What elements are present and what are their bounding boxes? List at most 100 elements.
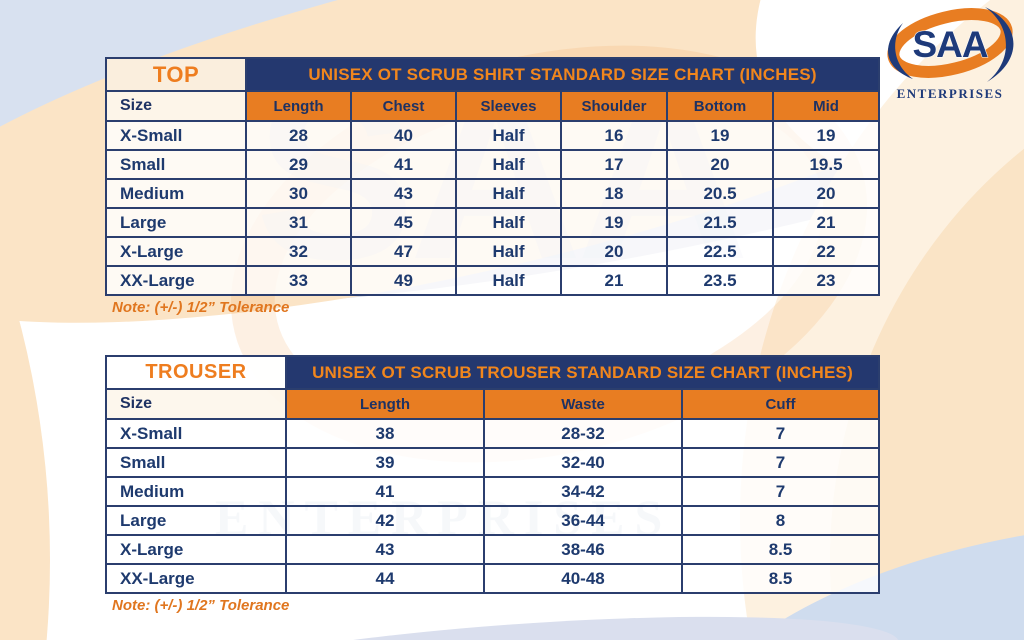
company-logo: SAA ENTERPRISES xyxy=(880,5,1020,102)
value-cell: 34-42 xyxy=(483,476,683,507)
value-cell: 36-44 xyxy=(483,505,683,536)
size-cell: X-Large xyxy=(105,534,287,565)
value-cell: 19 xyxy=(560,207,668,238)
value-cell: 40-48 xyxy=(483,563,683,594)
value-cell: 41 xyxy=(285,476,485,507)
shirt-size-column-header: Size xyxy=(105,90,247,122)
table-row: X-Large 43 38-46 8.5 xyxy=(105,534,881,565)
value-cell: 7 xyxy=(680,418,881,449)
value-cell: 22.5 xyxy=(666,236,774,267)
value-cell: Half xyxy=(455,149,562,180)
size-cell: X-Small xyxy=(105,418,287,449)
value-cell: 23 xyxy=(772,265,880,296)
trouser-table-label: TROUSER xyxy=(105,355,287,390)
table-row: XX-Large 44 40-48 8.5 xyxy=(105,563,881,594)
shirt-tolerance-note: Note: (+/-) 1/2” Tolerance xyxy=(112,299,290,316)
logo-enterprises-text: ENTERPRISES xyxy=(896,86,1004,101)
size-cell: XX-Large xyxy=(105,563,287,594)
table-row: Large 31 45 Half 19 21.5 21 xyxy=(105,207,880,238)
value-cell: 19 xyxy=(772,120,880,151)
table-row: Small 39 32-40 7 xyxy=(105,447,881,478)
value-cell: 31 xyxy=(245,207,352,238)
value-cell: 45 xyxy=(350,207,457,238)
shirt-table-title: UNISEX OT SCRUB SHIRT STANDARD SIZE CHAR… xyxy=(245,57,880,92)
value-cell: 30 xyxy=(245,178,352,209)
value-cell: 20 xyxy=(666,149,774,180)
background-swoosh-peach-left xyxy=(0,0,50,640)
column-header: Bottom xyxy=(666,90,774,122)
trouser-table-title: UNISEX OT SCRUB TROUSER STANDARD SIZE CH… xyxy=(284,355,881,390)
value-cell: 32-40 xyxy=(483,447,683,478)
value-cell: 22 xyxy=(772,236,880,267)
value-cell: 28 xyxy=(245,120,352,151)
value-cell: 33 xyxy=(245,265,352,296)
column-header: Cuff xyxy=(680,388,881,420)
table-row: Medium 30 43 Half 18 20.5 20 xyxy=(105,178,880,209)
size-cell: Small xyxy=(105,447,287,478)
value-cell: Half xyxy=(455,207,562,238)
value-cell: 28-32 xyxy=(483,418,683,449)
table-row: Small 29 41 Half 17 20 19.5 xyxy=(105,149,880,180)
size-cell: Large xyxy=(105,207,247,238)
value-cell: 20 xyxy=(560,236,668,267)
value-cell: 38 xyxy=(285,418,485,449)
size-cell: XX-Large xyxy=(105,265,247,296)
value-cell: 21 xyxy=(560,265,668,296)
value-cell: 49 xyxy=(350,265,457,296)
shirt-table-label: TOP xyxy=(105,57,247,92)
value-cell: 40 xyxy=(350,120,457,151)
value-cell: 47 xyxy=(350,236,457,267)
column-header: Shoulder xyxy=(560,90,668,122)
table-row: X-Small 28 40 Half 16 19 19 xyxy=(105,120,880,151)
value-cell: 23.5 xyxy=(666,265,774,296)
value-cell: 8.5 xyxy=(680,534,881,565)
value-cell: Half xyxy=(455,265,562,296)
value-cell: 39 xyxy=(285,447,485,478)
value-cell: Half xyxy=(455,236,562,267)
value-cell: Half xyxy=(455,178,562,209)
table-row: Medium 41 34-42 7 xyxy=(105,476,881,507)
value-cell: 7 xyxy=(680,476,881,507)
value-cell: 41 xyxy=(350,149,457,180)
table-row: XX-Large 33 49 Half 21 23.5 23 xyxy=(105,265,880,296)
trouser-tolerance-note: Note: (+/-) 1/2” Tolerance xyxy=(112,597,290,614)
column-header: Mid xyxy=(772,90,880,122)
value-cell: 43 xyxy=(350,178,457,209)
size-cell: Large xyxy=(105,505,287,536)
column-header: Length xyxy=(285,388,485,420)
table-row: X-Large 32 47 Half 20 22.5 22 xyxy=(105,236,880,267)
column-header: Sleeves xyxy=(455,90,562,122)
shirt-size-table: TOP UNISEX OT SCRUB SHIRT STANDARD SIZE … xyxy=(105,57,880,296)
trouser-size-table: TROUSER UNISEX OT SCRUB TROUSER STANDARD… xyxy=(105,355,881,594)
column-header: Length xyxy=(245,90,352,122)
value-cell: 8.5 xyxy=(680,563,881,594)
value-cell: 8 xyxy=(680,505,881,536)
logo-blue-swoosh-right-icon xyxy=(985,7,1014,82)
table-row: Large 42 36-44 8 xyxy=(105,505,881,536)
value-cell: 19.5 xyxy=(772,149,880,180)
size-cell: Medium xyxy=(105,178,247,209)
value-cell: 43 xyxy=(285,534,485,565)
table-row: X-Small 38 28-32 7 xyxy=(105,418,881,449)
value-cell: 7 xyxy=(680,447,881,478)
value-cell: 20.5 xyxy=(666,178,774,209)
value-cell: 21.5 xyxy=(666,207,774,238)
value-cell: Half xyxy=(455,120,562,151)
value-cell: 21 xyxy=(772,207,880,238)
size-cell: Medium xyxy=(105,476,287,507)
trouser-size-column-header: Size xyxy=(105,388,287,420)
value-cell: 29 xyxy=(245,149,352,180)
value-cell: 16 xyxy=(560,120,668,151)
size-cell: Small xyxy=(105,149,247,180)
value-cell: 32 xyxy=(245,236,352,267)
column-header: Waste xyxy=(483,388,683,420)
size-cell: X-Large xyxy=(105,236,247,267)
logo-saa-text: SAA xyxy=(912,24,987,65)
saa-logo-mark: SAA xyxy=(887,7,1014,82)
value-cell: 20 xyxy=(772,178,880,209)
value-cell: 17 xyxy=(560,149,668,180)
value-cell: 42 xyxy=(285,505,485,536)
logo-blue-swoosh-left-icon xyxy=(888,23,913,79)
value-cell: 44 xyxy=(285,563,485,594)
value-cell: 18 xyxy=(560,178,668,209)
